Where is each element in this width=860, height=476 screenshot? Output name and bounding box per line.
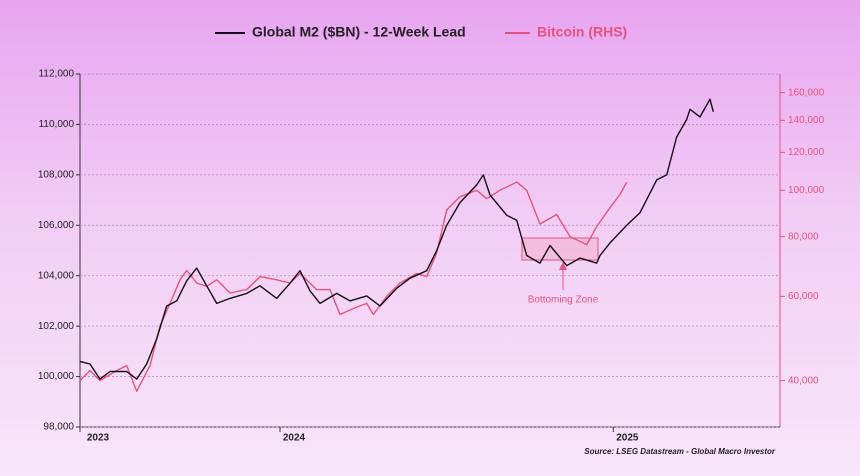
series-line [79,98,714,380]
x-tick-label: 2025 [616,433,639,444]
y-tick-label: 106,000 [38,220,75,231]
x-tick-label: 2023 [87,433,110,444]
y2-tick-label: 80,000 [788,231,819,242]
y-tick-label: 102,000 [38,321,75,332]
y-tick-label: 112,000 [39,69,75,80]
y2-tick-label: 160,000 [788,87,825,98]
y-tick-label: 110,000 [39,119,75,130]
source: Source: LSEG Datastream - Global Macro I… [584,447,776,456]
series-line [79,181,628,392]
y-tick-label: 108,000 [38,169,75,180]
annotation: Bottoming Zone [528,295,599,306]
y2-tick-label: 140,000 [788,115,825,126]
y-tick-label: 98,000 [43,422,74,433]
bottoming-zone-box [521,237,599,261]
y2-tick-label: 60,000 [788,291,819,302]
y-tick-label: 100,000 [38,371,75,382]
y2-tick-label: 40,000 [788,375,819,386]
legend-label: Global M2 ($BN) - 12-Week Lead [252,24,466,40]
x-tick-label: 2024 [283,433,306,444]
y-tick-label: 104,000 [38,270,75,281]
y2-tick-label: 100,000 [788,185,825,196]
legend-label: Bitcoin (RHS) [537,24,627,40]
annotation-arrowhead [559,262,567,270]
y2-tick-label: 120,000 [788,147,825,158]
